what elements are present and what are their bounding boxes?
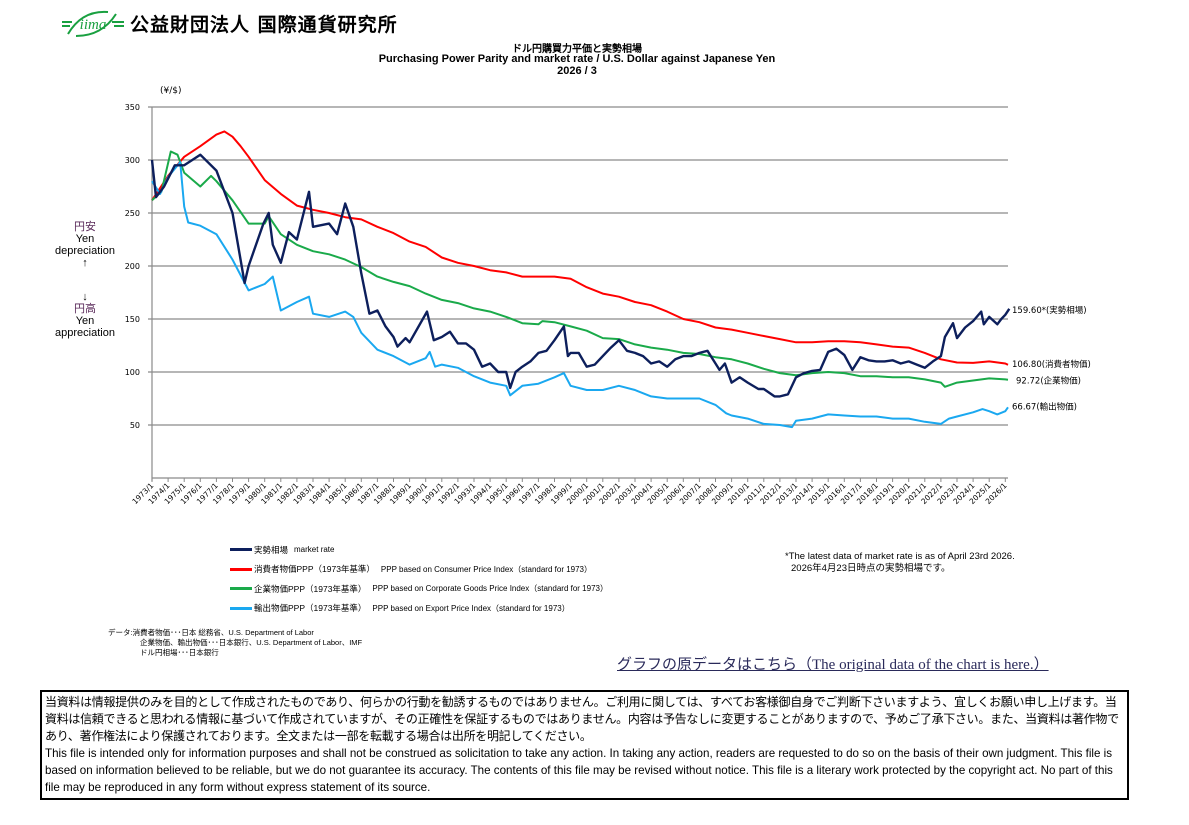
chart-title-en: Purchasing Power Parity and market rate … xyxy=(378,53,776,65)
legend-swatch xyxy=(230,548,252,552)
legend-label-en: PPP based on Corporate Goods Price Index… xyxy=(372,584,608,594)
end-label-market: 159.60*(実勢相場) xyxy=(1012,305,1087,316)
y-tick-label: 350 xyxy=(125,103,140,112)
data-source-line: ドル円相場･･･日本銀行 xyxy=(140,648,219,657)
data-source-line: データ:消費者物価･･･日本 総務省、U.S. Department of La… xyxy=(108,628,314,637)
end-label-cpi: 106.80(消費者物価) xyxy=(1012,359,1091,370)
chart-subtitle: 2026 / 3 xyxy=(557,65,597,77)
arrow-up-icon: ↑ xyxy=(82,257,88,269)
yen-appreciation-jp: 円高 xyxy=(74,303,96,315)
legend-label-jp: 実勢相場 xyxy=(254,544,289,555)
data-source: データ:消費者物価･･･日本 総務省、U.S. Department of La… xyxy=(108,628,362,658)
legend-item-cpi: 消費者物価PPP（1973年基準） PPP based on Consumer P… xyxy=(230,560,608,580)
chart-title-jp: ドル円購買力平価と実勢相場 xyxy=(512,44,642,55)
original-data-link[interactable]: グラフの原データはこちら（The original data of the ch… xyxy=(617,657,1049,673)
y-tick-label: 150 xyxy=(125,315,140,324)
legend-item-market: 実勢相場 market rate xyxy=(230,540,608,560)
yen-depreciation-en1: Yen xyxy=(75,233,95,245)
organization-name: 公益財団法人 国際通貨研究所 xyxy=(130,13,398,36)
yen-depreciation-jp: 円安 xyxy=(74,221,96,233)
legend-label-jp: 輸出物価PPP（1973年基準） xyxy=(254,603,367,614)
legend-label-en: PPP based on Export Price Index（standard… xyxy=(372,603,570,613)
y-tick-label: 250 xyxy=(125,209,140,218)
svg-text:iima: iima xyxy=(80,17,107,33)
end-label-export: 66.67(輸出物価) xyxy=(1012,401,1077,412)
y-tick-label: 300 xyxy=(125,156,140,165)
series-line-cpi xyxy=(151,130,1009,366)
legend-label-en: market rate xyxy=(294,545,335,555)
yen-depreciation-en2: depreciation xyxy=(55,245,115,257)
series-line-export xyxy=(151,161,1009,429)
data-source-line: 企業物価、輸出物価･･･日本銀行、U.S. Department of Labo… xyxy=(140,638,363,647)
series-line-market xyxy=(150,153,1011,398)
legend-swatch xyxy=(230,567,252,571)
legend-label-en: PPP based on Consumer Price Index（standa… xyxy=(380,564,593,574)
yen-appreciation-label: ↓ 円高 Yen appreciation xyxy=(40,291,130,339)
legend-item-cgpi: 企業物価PPP（1973年基準） PPP based on Corporate G… xyxy=(230,579,608,599)
y-tick-label: 50 xyxy=(130,421,140,430)
header-logo: iima 公益財団法人 国際通貨研究所 xyxy=(62,8,398,38)
note-en: *The latest data of market rate is as of… xyxy=(785,551,1015,562)
disclaimer-jp: 当資料は情報提供のみを目的として作成されたものであり、何らかの行動を勧誘するもの… xyxy=(45,695,1119,743)
series-line-cgpi xyxy=(151,150,1009,388)
y-tick-label: 100 xyxy=(125,368,140,377)
legend-label-jp: 企業物価PPP（1973年基準） xyxy=(254,583,367,594)
disclaimer-box: 当資料は情報提供のみを目的として作成されたものであり、何らかの行動を勧誘するもの… xyxy=(40,690,1129,800)
yen-depreciation-label: 円安 Yen depreciation ↑ xyxy=(40,221,130,269)
chart-legend: 実勢相場 market rate 消費者物価PPP（1973年基準） PPP base… xyxy=(230,540,608,618)
iima-logo-icon: iima xyxy=(62,10,124,37)
y-axis-unit: (¥/$) xyxy=(160,86,182,96)
latest-data-note: *The latest data of market rate is as of… xyxy=(785,551,1015,575)
yen-appreciation-en2: appreciation xyxy=(55,327,115,339)
arrow-down-icon: ↓ xyxy=(82,291,88,303)
legend-swatch xyxy=(230,587,252,591)
disclaimer-en: This file is intended only for informati… xyxy=(45,747,1113,794)
end-label-cgpi: 92.72(企業物価) xyxy=(1016,376,1081,387)
legend-swatch xyxy=(230,606,252,610)
yen-appreciation-en1: Yen xyxy=(75,315,95,327)
legend-label-jp: 消費者物価PPP（1973年基準） xyxy=(254,564,375,575)
legend-item-export: 輸出物価PPP（1973年基準） PPP based on Export Pric… xyxy=(230,599,608,619)
ppp-line-chart: 350300250200150100501973/11974/11975/119… xyxy=(125,103,1091,506)
y-tick-label: 200 xyxy=(125,262,140,271)
note-jp: 2026年4月23日時点の実勢相場です。 xyxy=(791,563,951,574)
